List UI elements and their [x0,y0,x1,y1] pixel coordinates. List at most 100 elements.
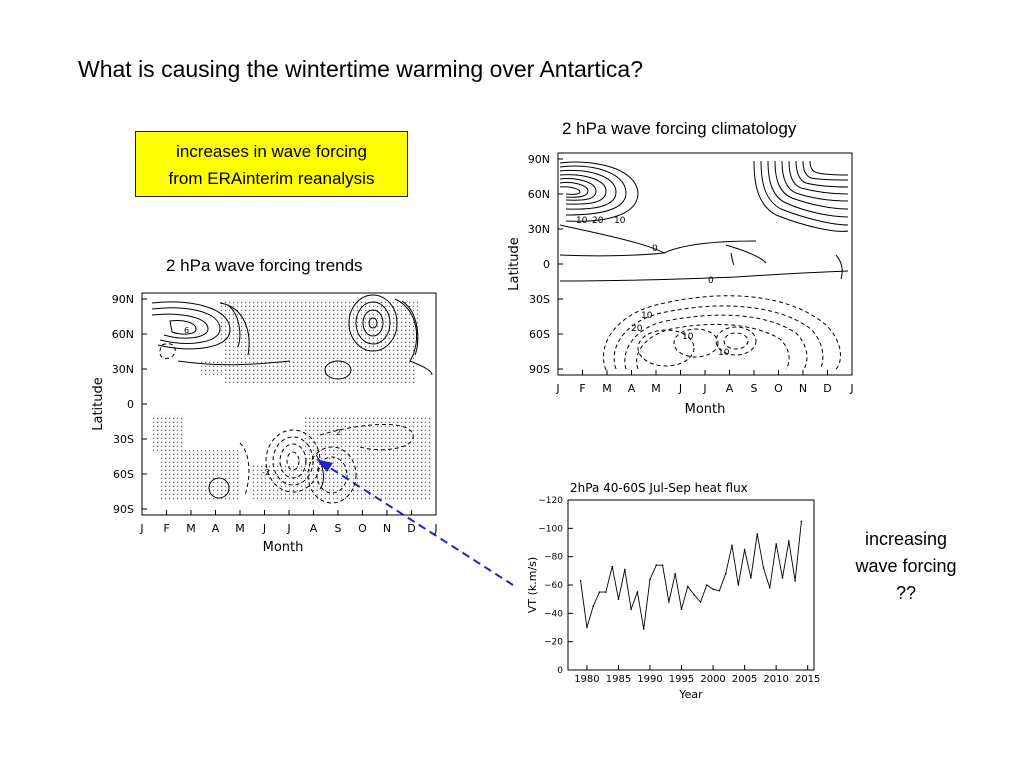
heat-flux-point [661,564,664,566]
increasing-wave-forcing-note: increasing wave forcing ?? [838,526,974,607]
x-tick-label: M [186,522,196,535]
heat-flux-point [794,580,796,582]
y-tick-label: 60S [529,328,550,341]
x-tick-label: D [407,522,415,535]
y-tick-labels: 90N 60N 30N 0 30S 60S 90S [528,153,550,376]
climatology-contour-chart: 10 20 10 0 0 10 20 10 10 90N 60N 30N 0 30S 60… [507,152,854,417]
trends-contour-chart: 6 2 -2 90N 60N 30N 0 30S 60S 90S J F M A M J J A S O N D J… [91,292,438,555]
heat-flux-point [769,587,771,589]
heat-flux-point [687,585,689,588]
heat-flux-point [712,588,714,591]
x-axis-title: Month [685,402,726,417]
x-tick-label: J [286,522,290,535]
x-tick-label: J [702,382,706,395]
axis-ticks [557,158,853,375]
heat-flux-point [624,568,626,571]
contour-label-0b: 0 [708,276,714,286]
x-tick-label: A [628,382,636,395]
heat-flux-point [630,608,632,610]
heat-flux-point [611,565,613,568]
climatology-caption: 2 hPa wave forcing climatology [562,119,797,138]
heat-flux-point [762,567,765,569]
y-tick-labels: −120 −100 −80 −60 −40 −20 0 [538,496,563,676]
heat-flux-points [579,520,803,630]
y-tick-label: 30S [113,433,134,446]
y-tick-label: 90S [113,503,134,516]
x-tick-label: 2000 [700,674,725,685]
x-tick-label: J [849,382,853,395]
x-axis-title: Month [263,540,304,555]
x-tick-label: 2015 [795,674,820,685]
contour-label-neg2: -2 [262,468,270,477]
contour-label-10b: 10 [614,216,626,226]
x-tick-label: 1995 [669,674,694,685]
y-tick-label: −100 [538,524,563,534]
heat-flux-point [718,589,721,592]
y-tick-label: 30N [528,223,550,236]
heat-flux-point [617,598,620,600]
x-tick-label: J [139,522,143,535]
heat-flux-point [674,572,676,575]
y-axis-title: VT (k.m/s) [526,557,539,613]
x-tick-label: 1990 [637,674,662,685]
contour-labels: 10 20 10 0 0 10 20 10 10 [576,216,730,358]
heat-flux-point [649,578,651,581]
y-tick-label: 60N [112,328,134,341]
x-tick-label: S [335,522,342,535]
y-axis-title: Latitude [507,237,522,291]
heat-flux-point [756,533,758,535]
y-tick-label: −60 [544,581,563,591]
callout-line-1: increases in wave forcing [176,142,367,161]
x-tick-label: J [678,382,682,395]
x-tick-label: J [433,522,437,535]
x-tick-label: S [751,382,758,395]
x-tick-label: N [799,382,807,395]
x-tick-labels: 1980 1985 1990 1995 2000 2005 2010 2015 [574,674,820,685]
heat-flux-point [605,591,607,593]
x-tick-label: M [235,522,245,535]
trends-caption: 2 hPa wave forcing trends [166,256,363,275]
y-tick-label: 60N [528,188,550,201]
x-tick-label: 2010 [763,674,788,685]
heat-flux-point [598,591,601,593]
heat-flux-point [731,544,733,547]
chart-title: 2hPa 40-60S Jul-Sep heat flux [570,481,748,495]
x-tick-label: A [212,522,220,535]
solid-contours [151,294,433,499]
contour-labels: 6 2 -2 [184,326,341,477]
heat-flux-point [775,543,777,545]
plot-frame [567,499,815,671]
contour-label-10d: 10 [682,332,694,342]
heat-flux-point [781,577,784,579]
y-tick-label: 90N [112,293,134,306]
slide-title: What is causing the wintertime warming o… [78,56,644,82]
x-tick-label: 2005 [732,674,757,685]
heat-flux-point [655,564,658,566]
x-tick-label: N [383,522,391,535]
heat-flux-point [642,628,645,630]
contour-label-20: 20 [592,216,604,226]
heat-flux-point [706,584,708,586]
y-tick-label: 0 [557,666,563,676]
dashed-contours [602,295,841,371]
x-tick-label: 1980 [574,674,599,685]
x-tick-label: O [358,522,367,535]
y-tick-label: 30S [529,293,550,306]
y-tick-labels: 90N 60N 30N 0 30S 60S 90S [112,293,134,516]
x-tick-label: F [579,382,585,395]
heat-flux-point [800,520,803,523]
heat-flux-point [680,608,683,610]
y-tick-label: −80 [544,553,563,563]
x-axis-title: Year [678,688,703,701]
y-tick-label: 30N [112,363,134,376]
heat-flux-line-chart: 2hPa 40-60S Jul-Sep heat flux −120 −100 −8… [526,481,820,701]
y-tick-label: 90S [529,363,550,376]
contour-label-6: 6 [184,326,189,335]
contour-label-10c: 10 [641,311,653,321]
x-tick-label: A [310,522,318,535]
solid-contours [559,160,849,282]
contour-label-0a: 0 [652,244,658,254]
x-tick-label: O [774,382,783,395]
heat-flux-point [724,572,727,575]
